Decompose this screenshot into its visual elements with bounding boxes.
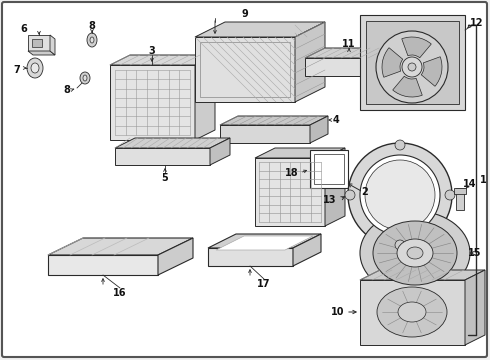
- Text: 6: 6: [21, 24, 27, 34]
- Ellipse shape: [348, 143, 452, 247]
- Ellipse shape: [360, 211, 470, 295]
- Ellipse shape: [31, 63, 39, 73]
- Polygon shape: [310, 116, 328, 143]
- Text: 15: 15: [468, 248, 482, 258]
- Text: 2: 2: [362, 187, 368, 197]
- Wedge shape: [421, 57, 442, 86]
- Ellipse shape: [345, 190, 355, 200]
- Text: 8: 8: [89, 21, 96, 31]
- Ellipse shape: [27, 58, 43, 78]
- Text: 3: 3: [148, 46, 155, 56]
- Polygon shape: [48, 255, 158, 275]
- Ellipse shape: [360, 155, 440, 235]
- Polygon shape: [255, 148, 345, 158]
- Text: 7: 7: [14, 65, 21, 75]
- Text: 13: 13: [323, 195, 337, 205]
- Bar: [456, 188, 464, 210]
- Polygon shape: [48, 238, 193, 255]
- Polygon shape: [28, 51, 55, 55]
- Bar: [200, 42, 290, 97]
- Polygon shape: [158, 238, 193, 275]
- Polygon shape: [360, 280, 465, 345]
- Polygon shape: [360, 270, 485, 280]
- Polygon shape: [195, 55, 215, 140]
- Polygon shape: [28, 35, 50, 51]
- Text: 18: 18: [285, 168, 299, 178]
- Text: 4: 4: [333, 115, 340, 125]
- Ellipse shape: [90, 37, 94, 43]
- Polygon shape: [110, 65, 195, 140]
- Bar: [454, 188, 466, 194]
- FancyBboxPatch shape: [2, 2, 487, 357]
- Text: 10: 10: [331, 307, 345, 317]
- Polygon shape: [195, 37, 295, 102]
- Ellipse shape: [377, 287, 447, 337]
- Polygon shape: [195, 22, 325, 37]
- Text: 14: 14: [463, 179, 477, 189]
- Ellipse shape: [80, 72, 90, 84]
- Ellipse shape: [376, 31, 448, 103]
- Polygon shape: [50, 35, 55, 55]
- Polygon shape: [360, 15, 465, 110]
- Wedge shape: [402, 37, 431, 58]
- Bar: [366, 21, 459, 104]
- Polygon shape: [110, 55, 215, 65]
- Ellipse shape: [373, 221, 457, 285]
- Polygon shape: [295, 22, 325, 102]
- Bar: [32, 39, 42, 47]
- Ellipse shape: [83, 75, 87, 81]
- Text: 12: 12: [470, 18, 484, 28]
- Ellipse shape: [408, 63, 416, 71]
- Polygon shape: [305, 58, 393, 76]
- Polygon shape: [255, 158, 325, 226]
- Ellipse shape: [87, 33, 97, 47]
- Ellipse shape: [407, 247, 423, 259]
- Text: 5: 5: [162, 173, 169, 183]
- Ellipse shape: [398, 302, 426, 322]
- Bar: [310, 150, 348, 188]
- Wedge shape: [382, 48, 403, 77]
- Polygon shape: [325, 148, 345, 226]
- Text: 16: 16: [113, 288, 127, 298]
- Text: 11: 11: [342, 39, 356, 49]
- Polygon shape: [220, 125, 310, 143]
- Ellipse shape: [445, 190, 455, 200]
- Ellipse shape: [402, 57, 422, 77]
- Text: 17: 17: [257, 279, 271, 289]
- Wedge shape: [392, 76, 422, 97]
- Text: 8: 8: [64, 85, 71, 95]
- Polygon shape: [115, 148, 210, 165]
- Text: 9: 9: [242, 9, 248, 19]
- Polygon shape: [220, 116, 328, 125]
- Polygon shape: [305, 48, 413, 58]
- Polygon shape: [208, 234, 321, 248]
- Ellipse shape: [365, 160, 435, 230]
- Polygon shape: [465, 270, 485, 345]
- Polygon shape: [393, 48, 413, 76]
- Bar: [314, 154, 344, 184]
- Polygon shape: [216, 236, 313, 250]
- Ellipse shape: [395, 140, 405, 150]
- Polygon shape: [115, 138, 230, 148]
- Text: 1: 1: [480, 175, 487, 185]
- Ellipse shape: [395, 240, 405, 250]
- Ellipse shape: [397, 239, 433, 267]
- Polygon shape: [208, 248, 293, 266]
- Polygon shape: [210, 138, 230, 165]
- Polygon shape: [293, 234, 321, 266]
